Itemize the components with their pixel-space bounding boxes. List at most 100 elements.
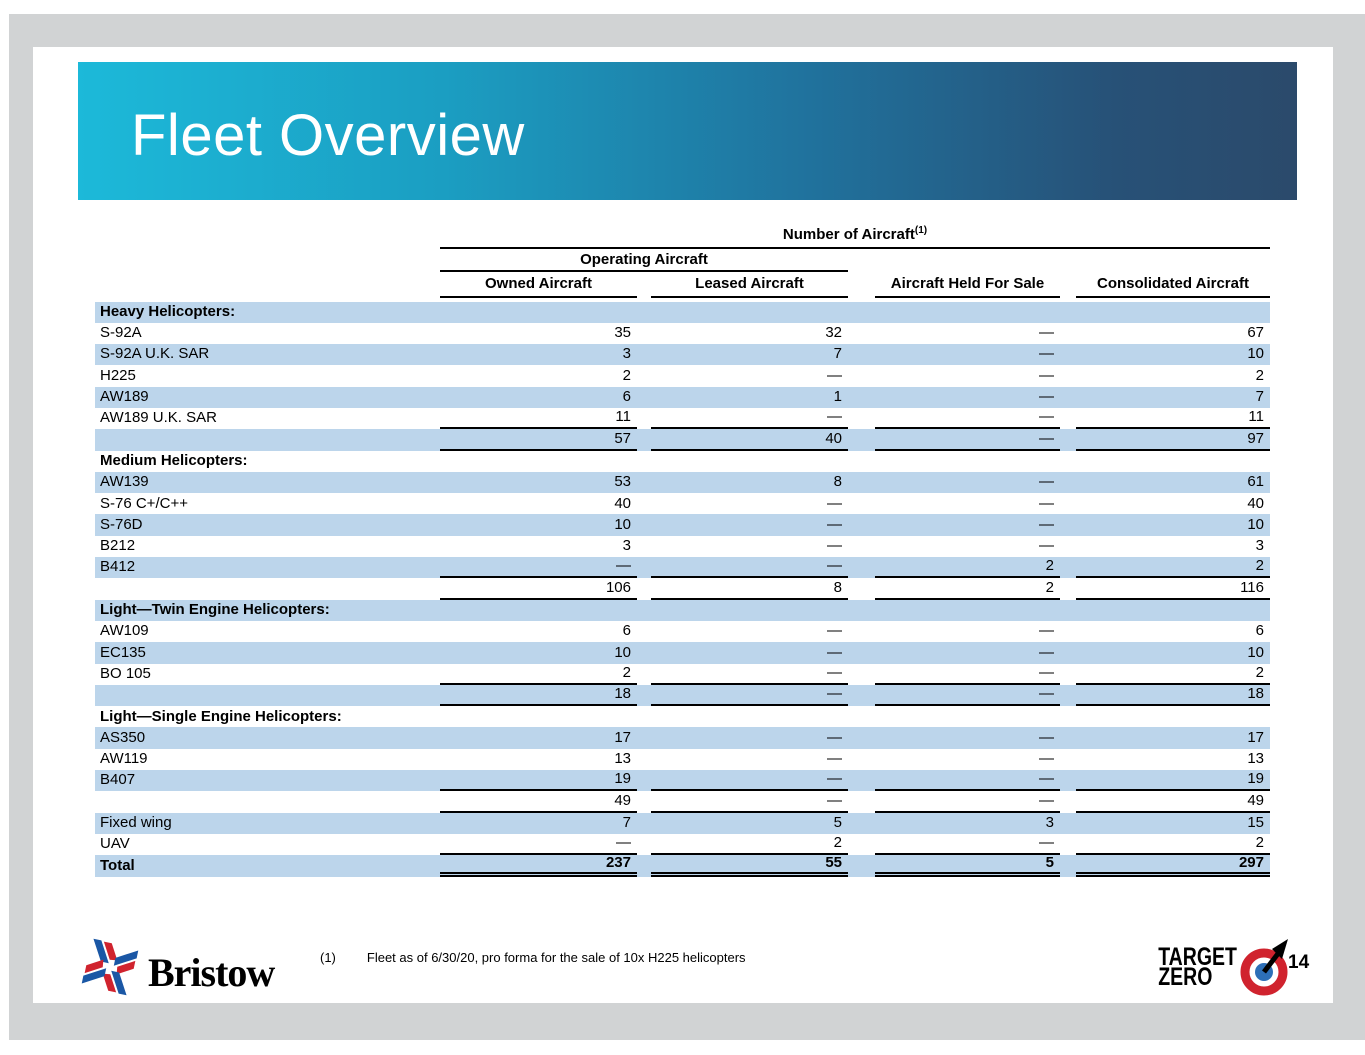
data-row: UAV — 2 — 2 (95, 834, 1270, 856)
footnote-marker: (1) (320, 950, 336, 965)
cell-held-for-sale: — (875, 664, 1060, 685)
column-gap (637, 323, 651, 344)
column-header-consolidated: Consolidated Aircraft (1076, 275, 1270, 298)
cell-owned: 40 (614, 494, 631, 512)
cell-held-for-sale: 3 (1045, 814, 1054, 832)
column-gap (848, 642, 875, 663)
row-label: AW189 U.K. SAR (100, 409, 217, 427)
row-label: B407 (100, 771, 136, 789)
cell-consolidated: 10 (1247, 643, 1264, 661)
column-gap (1060, 387, 1076, 408)
column-gap (848, 451, 875, 472)
column-gap (637, 514, 651, 535)
row-label: EC135 (100, 643, 146, 661)
target-bullseye-icon (1240, 939, 1288, 996)
row-label: B212 (100, 537, 136, 555)
column-gap (1060, 302, 1076, 323)
cell-owned (440, 451, 637, 472)
cell-held-for-sale: — (875, 791, 1060, 813)
column-gap (848, 749, 875, 770)
cell-held-for-sale: — (1039, 622, 1054, 640)
row-label: Total (100, 856, 135, 874)
row-label: S-92A (100, 324, 142, 342)
row-label: S-76 C+/C++ (100, 494, 188, 512)
cell-owned: 53 (614, 473, 631, 491)
cell-held-for-sale: — (875, 834, 1060, 856)
fleet-table: Number of Aircraft(1) Operating Aircraft… (95, 225, 1270, 877)
cell-consolidated: 11 (1076, 408, 1270, 430)
cell-leased (651, 302, 848, 323)
cell-consolidated (1076, 451, 1270, 472)
row-label: Medium Helicopters: (100, 451, 248, 469)
cell-consolidated (1076, 600, 1270, 621)
cell-consolidated: 97 (1076, 429, 1270, 451)
cell-held-for-sale: — (1039, 324, 1054, 342)
cell-held-for-sale: — (1039, 388, 1054, 406)
cell-owned: 35 (614, 324, 631, 342)
column-gap (1060, 813, 1076, 834)
data-row: H225 2 — — 2 (95, 365, 1270, 386)
cell-consolidated: 61 (1247, 473, 1264, 491)
cell-held-for-sale: 2 (875, 557, 1060, 579)
cell-leased (651, 706, 848, 727)
cell-owned: 11 (440, 408, 637, 430)
data-row: AS350 17 — — 17 (95, 727, 1270, 749)
target-zero-logo: TARGET ZERO (1136, 936, 1295, 998)
cell-leased: — (827, 643, 842, 661)
row-label: UAV (100, 835, 130, 853)
cell-held-for-sale (875, 451, 1060, 472)
cell-leased: 55 (651, 854, 848, 877)
row-label: BO 105 (100, 664, 151, 682)
cell-leased: 8 (651, 578, 848, 600)
column-gap (1060, 472, 1076, 493)
cell-held-for-sale: — (1039, 537, 1054, 555)
cell-consolidated: 49 (1076, 791, 1270, 813)
column-gap (848, 855, 875, 876)
cell-held-for-sale: — (875, 685, 1060, 707)
column-gap (1060, 706, 1076, 727)
cell-owned (440, 302, 637, 323)
column-gap (637, 600, 651, 621)
cell-owned: 13 (614, 750, 631, 768)
column-gap (637, 791, 651, 812)
cell-leased: — (651, 770, 848, 792)
cell-consolidated: 2 (1076, 664, 1270, 685)
cell-held-for-sale: — (1039, 494, 1054, 512)
cell-held-for-sale: — (1039, 750, 1054, 768)
cell-owned: 3 (622, 537, 631, 555)
column-gap (1060, 855, 1076, 876)
column-gap (637, 387, 651, 408)
cell-owned: 7 (622, 814, 631, 832)
column-header-held-for-sale: Aircraft Held For Sale (875, 275, 1060, 298)
page-title: Fleet Overview (131, 102, 525, 168)
cell-owned: 3 (622, 345, 631, 363)
column-gap (1060, 451, 1076, 472)
column-gap (637, 557, 651, 578)
cell-consolidated: 10 (1247, 345, 1264, 363)
cell-owned: 57 (440, 429, 637, 451)
row-label: Fixed wing (100, 814, 172, 832)
column-gap (848, 323, 875, 344)
column-gap (848, 302, 875, 323)
cell-owned: 106 (440, 578, 637, 600)
column-gap (637, 493, 651, 514)
column-gap (637, 664, 651, 685)
cell-held-for-sale: 5 (875, 854, 1060, 877)
cell-leased: — (651, 791, 848, 813)
cell-leased (651, 600, 848, 621)
column-gap (637, 834, 651, 855)
row-label (95, 685, 440, 706)
subtotal-row: 57 40 — 97 (95, 429, 1270, 451)
cell-owned (440, 600, 637, 621)
column-gap (1060, 727, 1076, 748)
column-gap (848, 770, 875, 791)
cell-consolidated: 10 (1247, 515, 1264, 533)
cell-held-for-sale: — (1039, 643, 1054, 661)
cell-consolidated: 40 (1247, 494, 1264, 512)
column-gap (637, 429, 651, 450)
cell-held-for-sale: — (875, 770, 1060, 792)
column-gap (1060, 493, 1076, 514)
section-header-row: Heavy Helicopters: (95, 301, 1270, 323)
column-gap (848, 621, 875, 642)
column-gap (1060, 770, 1076, 791)
